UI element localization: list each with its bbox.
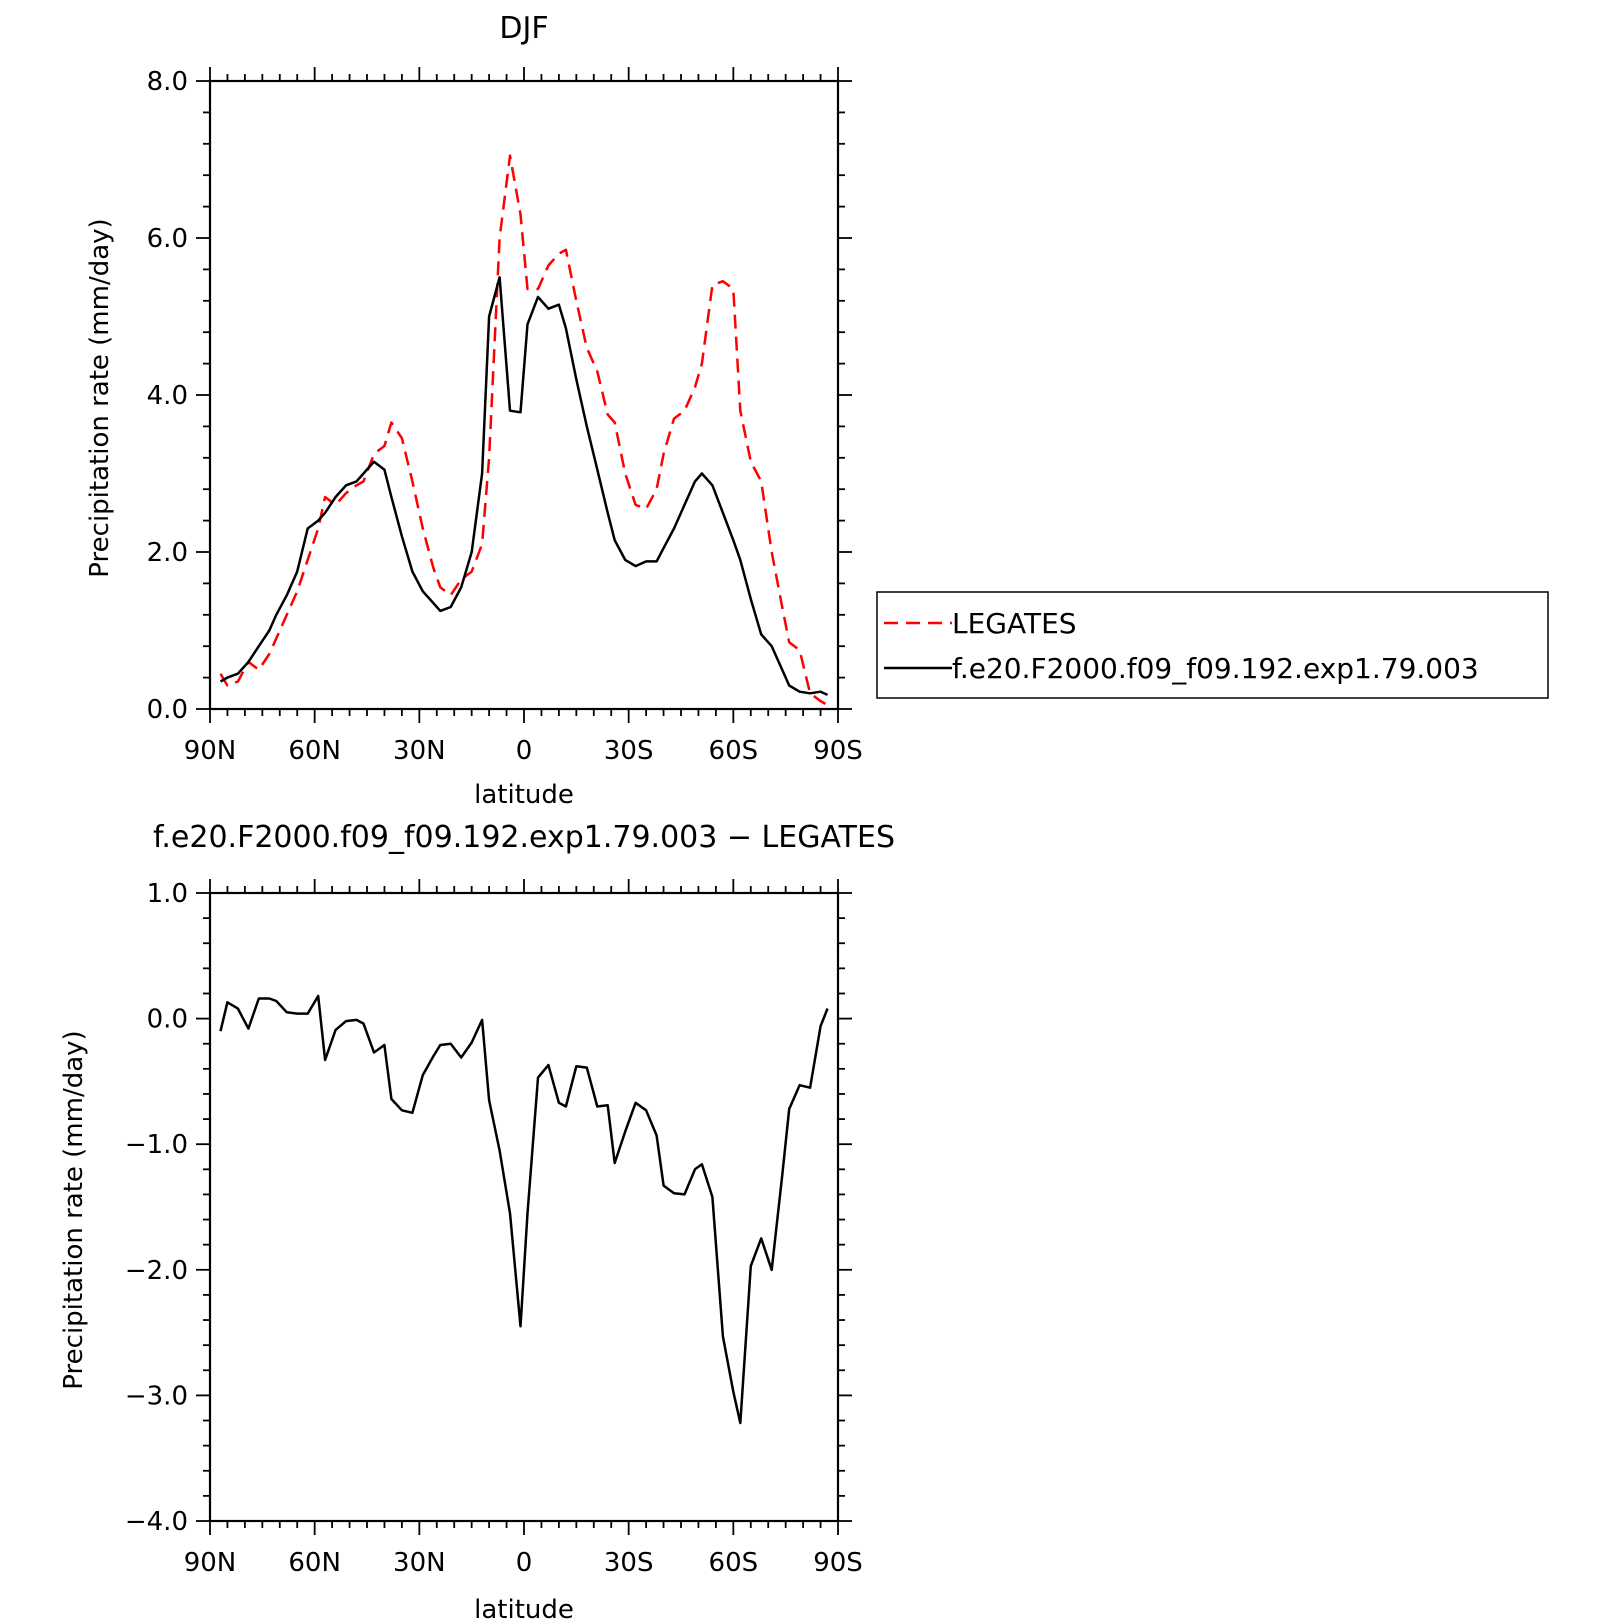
bottom-x-tick-label: 0 [516,1548,533,1578]
bottom-x-tick-label: 30N [393,1548,446,1578]
top-x-tick-label: 90S [813,736,863,766]
top-y-tick-label: 6.0 [147,224,188,254]
legend-label-model: f.e20.F2000.f09_f09.192.exp1.79.003 [952,652,1479,685]
top-y-tick-label: 4.0 [147,381,188,411]
top-y-tick-label: 8.0 [147,67,188,97]
top-ticks: 90N 60N 30N 0 30S 60S 90S 0.0 2.0 4.0 6.0 8.0 [147,67,863,766]
top-series-line-0 [219,154,829,707]
top-x-tick-label: 30S [604,736,654,766]
bottom-x-tick-label: 90N [184,1548,237,1578]
bottom-series-line-0 [219,994,829,1425]
bottom-y-tick-label: −1.0 [125,1130,188,1160]
top-x-tick-label: 30N [393,736,446,766]
top-x-tick-label: 90N [184,736,237,766]
bottom-y-tick-label: 0.0 [147,1005,188,1035]
bottom-y-tick-label: −4.0 [125,1507,188,1537]
bottom-chart-title: f.e20.F2000.f09_f09.192.exp1.79.003 − LE… [153,820,895,855]
bottom-x-tick-label: 60S [709,1548,759,1578]
legend-label-legates: LEGATES [952,607,1077,640]
bottom-panel: f.e20.F2000.f09_f09.192.exp1.79.003 − LE… [59,820,895,1624]
top-x-tick-label: 60S [709,736,759,766]
bottom-y-tick-label: −2.0 [125,1256,188,1286]
top-y-axis-label: Precipitation rate (mm/day) [85,218,115,577]
top-x-tick-label: 0 [516,736,533,766]
top-y-tick-label: 2.0 [147,538,188,568]
legend: LEGATES f.e20.F2000.f09_f09.192.exp1.79.… [876,591,1549,699]
top-panel: DJF 90N 60N 30N 0 30S 60S 90S 0.0 2.0 4.0 6.0 8.0 l… [85,11,863,810]
bottom-y-tick-label: 1.0 [147,879,188,909]
bottom-plot-frame [208,891,840,1523]
top-x-tick-label: 60N [288,736,341,766]
top-axes [208,79,840,711]
bottom-y-axis-label: Precipitation rate (mm/day) [59,1030,89,1389]
bottom-x-axis-label: latitude [474,1595,574,1624]
top-chart-title: DJF [499,11,548,46]
top-y-tick-label: 0.0 [147,695,188,725]
legend-box [876,591,1549,699]
bottom-y-tick-label: −3.0 [125,1381,188,1411]
bottom-x-tick-label: 90S [813,1548,863,1578]
top-series-lines [219,154,829,707]
top-series-line-1 [219,276,829,697]
bottom-x-tick-label: 60N [288,1548,341,1578]
bottom-series-lines [219,994,829,1425]
bottom-x-tick-label: 30S [604,1548,654,1578]
top-x-axis-label: latitude [474,780,574,810]
bottom-axes [208,891,840,1523]
bottom-ticks: 90N 60N 30N 0 30S 60S 90S 1.0 0.0 −1.0 −2.0 −3.0 −4.… [125,879,863,1578]
top-plot-frame [208,79,840,711]
